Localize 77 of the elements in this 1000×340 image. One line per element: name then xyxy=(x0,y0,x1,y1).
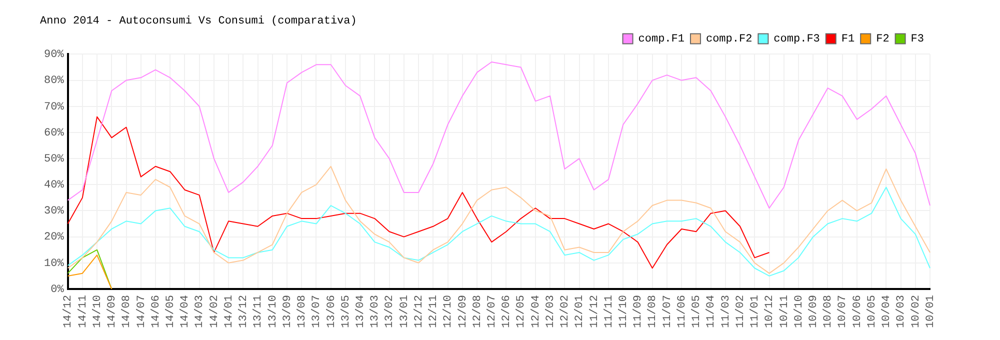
x-tick-label: 10/11 xyxy=(778,294,791,328)
x-tick-label: 14/03 xyxy=(194,294,206,328)
x-tick-label: 12/04 xyxy=(530,294,542,328)
x-tick-label: 14/10 xyxy=(92,294,104,328)
x-tick-label: 10/02 xyxy=(910,294,922,328)
x-tick-label: 14/04 xyxy=(180,294,192,328)
x-tick-label: 12/06 xyxy=(501,294,514,328)
x-tick-label: 13/08 xyxy=(296,294,309,328)
x-tick-label: 13/05 xyxy=(340,294,352,328)
x-tick-label: 12/02 xyxy=(560,294,572,328)
x-tick-label: 11/10 xyxy=(618,294,630,328)
x-tick-label: 14/08 xyxy=(121,294,134,328)
x-tick-label: 12/01 xyxy=(574,294,586,328)
x-tick-label: 13/03 xyxy=(370,294,382,328)
x-tick-label: 13/01 xyxy=(398,294,411,328)
x-tick-label: 11/06 xyxy=(676,294,688,328)
y-tick-label: 70% xyxy=(44,101,64,114)
x-tick-label: 10/01 xyxy=(924,294,937,328)
x-tick-label: 12/08 xyxy=(472,294,484,328)
x-tick-label: 11/05 xyxy=(691,294,704,328)
x-tick-label: 10/06 xyxy=(852,294,864,328)
x-tick-label: 11/11 xyxy=(603,294,616,328)
x-tick-label: 12/11 xyxy=(428,294,440,328)
x-tick-label: 14/12 xyxy=(62,294,75,328)
y-tick-label: 50% xyxy=(44,153,64,166)
x-tick-label: 11/09 xyxy=(632,294,645,328)
y-tick-label: 30% xyxy=(44,206,64,218)
x-tick-label: 12/05 xyxy=(516,294,528,328)
x-tick-label: 11/02 xyxy=(734,294,747,328)
x-tick-label: 13/04 xyxy=(354,294,367,328)
x-tick-label: 14/07 xyxy=(136,294,148,328)
legend-label: F2 xyxy=(876,34,890,46)
y-tick-label: 20% xyxy=(44,232,64,244)
y-tick-label: 40% xyxy=(44,180,64,192)
x-tick-label: 11/04 xyxy=(706,294,718,328)
chart-title: Anno 2014 - Autoconsumi Vs Consumi (comparativa) xyxy=(40,16,357,28)
x-tick-label: 13/06 xyxy=(326,294,338,328)
x-tick-label: 13/12 xyxy=(238,294,250,328)
x-tick-label: 14/01 xyxy=(223,294,236,328)
y-tick-label: 60% xyxy=(44,127,64,140)
x-tick-label: 11/03 xyxy=(720,294,732,328)
x-tick-label: 14/11 xyxy=(77,294,90,328)
legend-label: comp.F1 xyxy=(638,34,685,46)
legend-label: comp.F2 xyxy=(706,34,752,46)
x-tick-label: 10/10 xyxy=(793,294,806,328)
x-tick-label: 14/02 xyxy=(208,294,221,328)
y-tick-label: 80% xyxy=(44,75,64,88)
x-tick-label: 11/07 xyxy=(662,294,674,328)
x-tick-label: 11/01 xyxy=(750,294,762,328)
x-tick-label: 12/03 xyxy=(544,294,557,328)
x-tick-label: 12/10 xyxy=(442,294,455,328)
x-tick-label: 14/05 xyxy=(165,294,178,328)
x-tick-label: 10/05 xyxy=(866,294,878,328)
x-tick-label: 10/09 xyxy=(808,294,820,328)
x-tick-label: 10/12 xyxy=(764,294,776,328)
x-tick-label: 13/11 xyxy=(252,294,265,328)
y-tick-label: 90% xyxy=(44,49,64,62)
x-tick-label: 13/07 xyxy=(311,294,324,328)
x-tick-label: 13/10 xyxy=(267,294,280,328)
x-tick-label: 12/12 xyxy=(413,294,426,328)
legend-label: F3 xyxy=(910,34,924,46)
x-tick-label: 11/12 xyxy=(588,294,601,328)
x-tick-label: 10/03 xyxy=(896,294,908,328)
y-tick-label: 10% xyxy=(44,258,64,270)
x-tick-label: 13/02 xyxy=(384,294,396,328)
x-tick-label: 10/08 xyxy=(822,294,835,328)
x-tick-label: 12/07 xyxy=(486,294,498,328)
x-tick-label: 10/04 xyxy=(881,294,894,328)
legend-label: F1 xyxy=(841,34,855,46)
x-tick-label: 14/09 xyxy=(106,294,119,328)
x-tick-label: 14/06 xyxy=(150,294,162,328)
x-tick-label: 13/09 xyxy=(282,294,294,328)
y-tick-label: 0% xyxy=(50,284,64,296)
x-tick-label: 11/08 xyxy=(647,294,660,328)
x-tick-label: 10/07 xyxy=(837,294,850,328)
legend-label: comp.F3 xyxy=(774,34,820,46)
x-tick-label: 12/09 xyxy=(457,294,470,328)
